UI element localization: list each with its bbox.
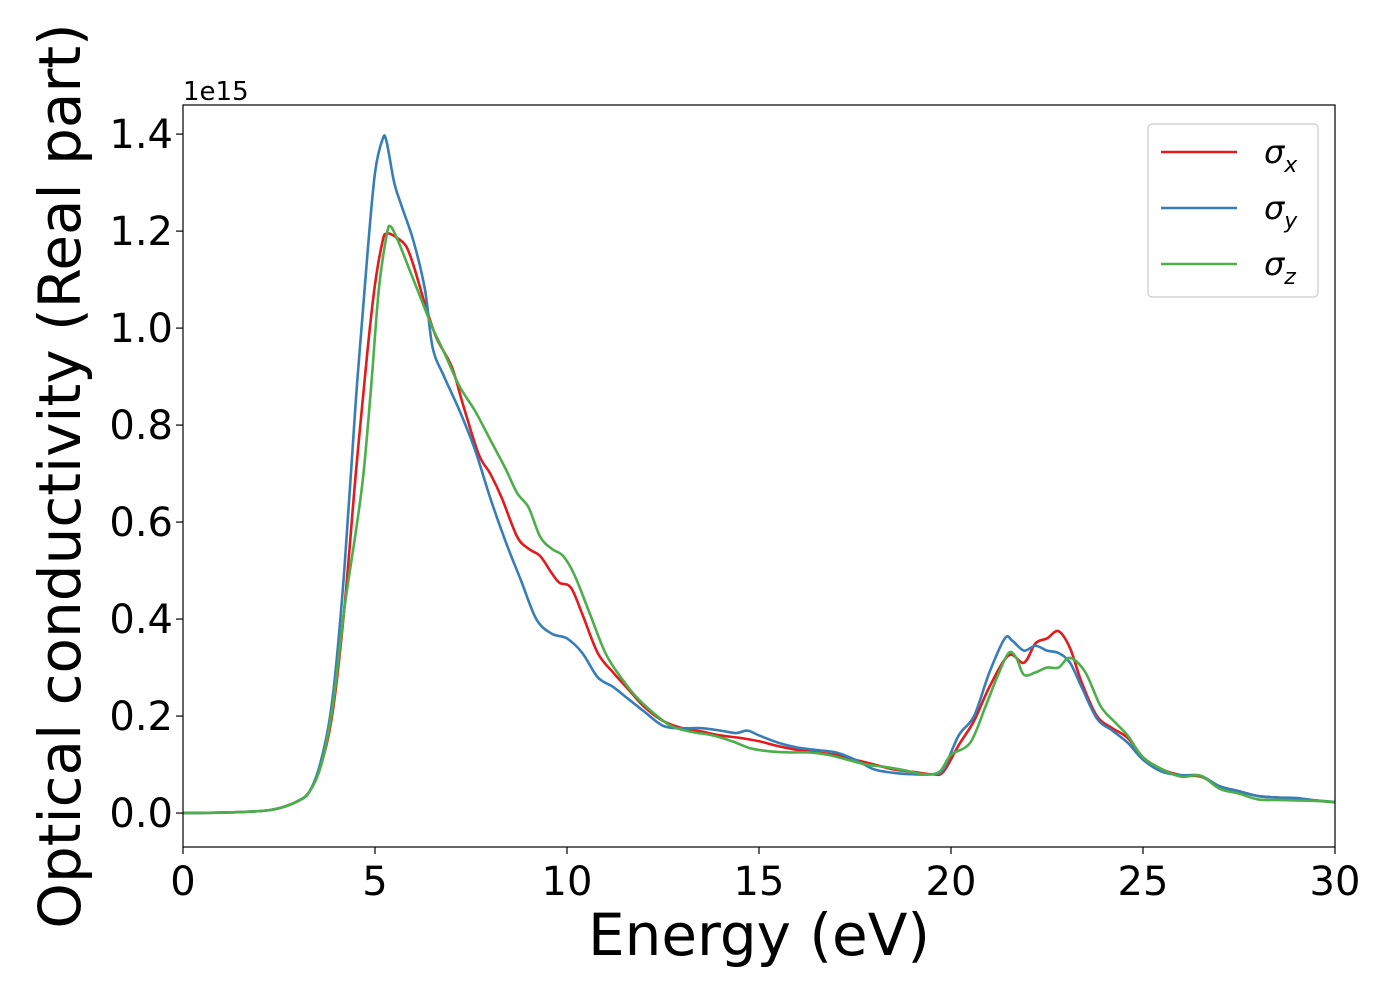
y-tick-label: 0.8 — [109, 403, 173, 449]
y-tick-label: 1.2 — [109, 209, 173, 255]
legend-subscript-x: x — [1283, 153, 1298, 178]
series-line-y — [182, 134, 1336, 815]
x-tick-label: 20 — [926, 859, 977, 905]
x-tick-label: 0 — [170, 859, 195, 905]
y-axis-offset-label: 1e15 — [183, 77, 249, 107]
y-tick-label: 1.0 — [109, 306, 173, 352]
y-tick-label: 1.4 — [109, 112, 173, 158]
series-line-x — [182, 231, 1336, 815]
legend-box — [1147, 123, 1319, 298]
x-tick-label: 25 — [1118, 859, 1169, 905]
x-tick-label: 5 — [362, 859, 387, 905]
x-tick-label: 10 — [542, 859, 593, 905]
x-tick-label: 30 — [1310, 859, 1361, 905]
y-tick-label: 0.6 — [109, 500, 173, 546]
x-axis-label: Energy (eV) — [588, 901, 930, 969]
y-axis-label: Optical conductivity (Real part) — [26, 23, 94, 928]
y-tick-label: 0.2 — [109, 694, 173, 740]
series-line-z — [182, 224, 1336, 815]
x-tick-label: 15 — [734, 859, 785, 905]
y-tick-label: 0.0 — [109, 791, 173, 837]
y-tick-label: 0.4 — [109, 597, 173, 643]
legend-subscript-z: z — [1283, 265, 1296, 290]
x-axis-ticks: 0 5 10 15 20 25 30 — [170, 847, 1360, 905]
legend-subscript-y: y — [1283, 209, 1298, 234]
y-axis-ticks: 0.0 0.2 0.4 0.6 0.8 1.0 1.2 1.4 — [109, 112, 183, 837]
series-layer — [182, 134, 1336, 815]
